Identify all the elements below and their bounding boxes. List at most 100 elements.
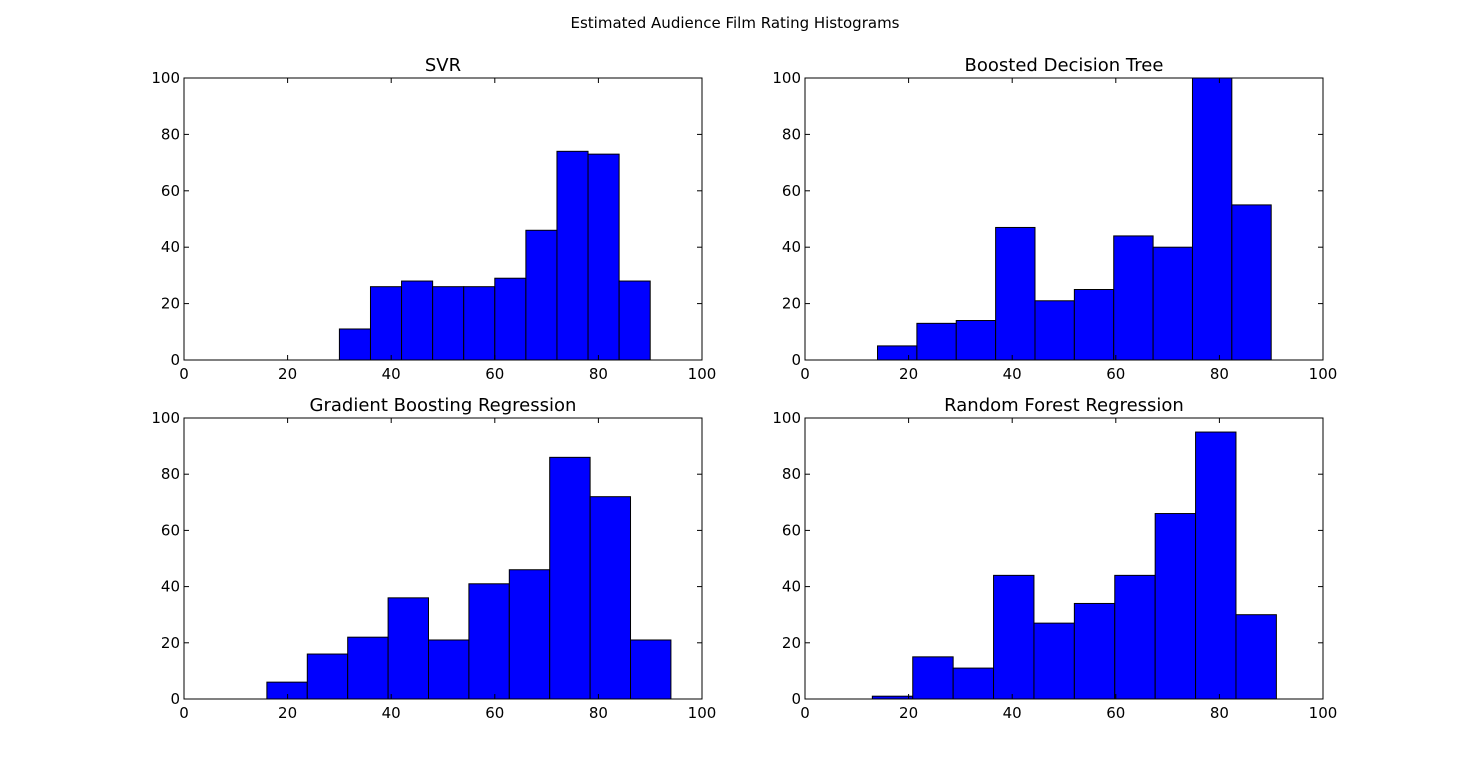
histogram-bars <box>266 456 672 700</box>
histogram-bar <box>1235 614 1277 700</box>
x-tick-label: 0 <box>800 704 810 722</box>
histogram-bar <box>494 277 527 361</box>
subplot-2: Boosted Decision Tree 0 20 40 60 80 100 0 20 40 60… <box>772 55 1337 383</box>
x-tick-label: 20 <box>278 704 297 722</box>
histogram-bar <box>266 681 308 700</box>
subplot-title: Random Forest Regression <box>944 395 1184 416</box>
x-tick-label: 60 <box>485 365 504 383</box>
histogram-bar <box>525 229 558 361</box>
subplot-1: SVR 0 20 40 60 80 100 0 20 40 60 80 100 <box>151 55 716 383</box>
histogram-bar <box>1191 77 1233 361</box>
y-tick-label: 20 <box>782 634 801 652</box>
histogram-bar <box>995 226 1036 361</box>
y-tick-label: 80 <box>161 465 180 483</box>
histogram-bar <box>630 639 672 700</box>
histogram-bar <box>306 653 349 700</box>
y-tick-label: 20 <box>782 295 801 313</box>
histogram-bar <box>549 456 591 700</box>
histogram-bar <box>369 286 403 361</box>
figure-title: Estimated Audience Film Rating Histogram… <box>571 14 900 32</box>
y-tick-label: 60 <box>161 182 180 200</box>
subplot-title: Gradient Boosting Regression <box>310 395 577 416</box>
y-tick-label: 60 <box>161 521 180 539</box>
y-tick-label: 100 <box>772 69 801 87</box>
x-tick-label: 0 <box>800 365 810 383</box>
histogram-bar <box>1073 289 1115 361</box>
histogram-bar <box>916 322 957 361</box>
histogram-bar <box>432 286 465 361</box>
histogram-bar <box>1152 246 1193 361</box>
y-tick-label: 20 <box>161 295 180 313</box>
histogram-bar <box>468 583 510 700</box>
histogram-bar <box>877 345 918 361</box>
histogram-bar <box>1073 602 1116 700</box>
x-tick-label: 80 <box>589 704 608 722</box>
subplot-3: Gradient Boosting Regression 0 20 40 60 80 100… <box>151 395 716 722</box>
y-tick-label: 80 <box>782 465 801 483</box>
histogram-bar <box>1033 622 1075 700</box>
x-tick-label: 100 <box>688 365 717 383</box>
histogram-bar <box>952 667 995 700</box>
axes-frame <box>183 77 703 361</box>
histogram-bars <box>877 77 1272 361</box>
x-tick-label: 40 <box>382 365 401 383</box>
y-tick-label: 40 <box>782 238 801 256</box>
x-tick-label: 100 <box>688 704 717 722</box>
x-tick-label: 80 <box>589 365 608 383</box>
x-tick-label: 20 <box>899 365 918 383</box>
histogram-bar <box>387 597 429 700</box>
histogram-bar <box>1034 300 1075 361</box>
y-tick-label: 0 <box>791 690 801 708</box>
y-tick-label: 60 <box>782 182 801 200</box>
x-tick-label: 40 <box>382 704 401 722</box>
y-tick-label: 100 <box>151 69 180 87</box>
histogram-bar <box>1195 431 1237 700</box>
x-tick-label: 60 <box>485 704 504 722</box>
x-tick-label: 60 <box>1106 704 1125 722</box>
y-tick-label: 0 <box>170 351 180 369</box>
y-tick-label: 0 <box>791 351 801 369</box>
histogram-bar <box>427 639 470 700</box>
histogram-bars <box>338 150 651 361</box>
axes-frame <box>804 417 1324 700</box>
histogram-bar <box>1231 204 1272 361</box>
y-tick-label: 80 <box>161 125 180 143</box>
y-tick-label: 60 <box>782 521 801 539</box>
axes-frame <box>183 417 703 700</box>
y-tick-label: 100 <box>772 409 801 427</box>
histogram-bar <box>463 286 496 361</box>
histogram-bar <box>338 328 371 361</box>
histogram-bar <box>556 150 589 361</box>
axes-frame <box>804 77 1324 361</box>
x-tick-label: 20 <box>899 704 918 722</box>
histogram-bar <box>508 569 551 700</box>
subplot-title: SVR <box>425 55 461 76</box>
histogram-bar <box>1113 235 1154 361</box>
x-tick-label: 20 <box>278 365 297 383</box>
histogram-bars <box>871 431 1277 700</box>
histogram-bar <box>401 280 434 361</box>
y-tick-label: 0 <box>170 690 180 708</box>
histogram-bar <box>1114 574 1156 700</box>
y-tick-label: 20 <box>161 634 180 652</box>
y-tick-label: 80 <box>782 125 801 143</box>
histogram-bar <box>993 574 1035 700</box>
x-tick-label: 0 <box>179 365 189 383</box>
histogram-bar <box>589 496 632 700</box>
x-tick-label: 80 <box>1210 704 1229 722</box>
subplot-4: Random Forest Regression 0 20 40 60 80 100 0 20 4… <box>772 395 1337 722</box>
x-tick-label: 40 <box>1003 704 1022 722</box>
x-tick-label: 0 <box>179 704 189 722</box>
y-tick-label: 100 <box>151 409 180 427</box>
histogram-bar <box>347 636 389 700</box>
histogram-bar <box>1154 513 1197 700</box>
y-tick-label: 40 <box>161 578 180 596</box>
x-tick-label: 100 <box>1309 704 1338 722</box>
y-tick-label: 40 <box>782 578 801 596</box>
histogram-bar <box>955 320 997 361</box>
subplot-title: Boosted Decision Tree <box>965 55 1164 76</box>
x-tick-label: 60 <box>1106 365 1125 383</box>
x-tick-label: 40 <box>1003 365 1022 383</box>
x-tick-label: 100 <box>1309 365 1338 383</box>
